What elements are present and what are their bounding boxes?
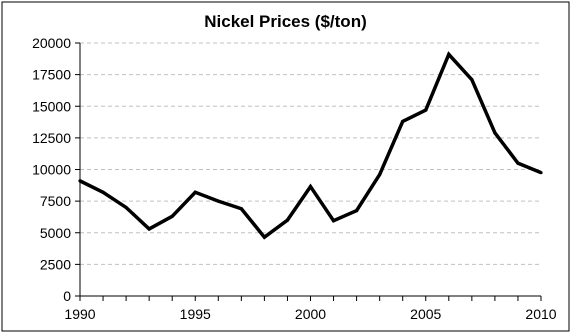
- data-point-2008: [493, 131, 497, 135]
- y-tick-label: 12500: [32, 130, 71, 146]
- x-tick-label: 2000: [295, 306, 326, 322]
- data-point-2007: [470, 78, 474, 82]
- data-point-1999: [285, 218, 290, 222]
- x-tick-label: 1990: [64, 306, 95, 322]
- y-tick-label: 10000: [32, 162, 71, 178]
- data-point-1996: [216, 199, 220, 203]
- data-point-2009: [516, 161, 520, 165]
- data-point-2006: [447, 52, 451, 56]
- data-point-2000: [308, 184, 313, 189]
- data-point-1998: [262, 235, 266, 239]
- data-point-2003: [378, 172, 382, 177]
- chart-title: Nickel Prices ($/ton): [204, 12, 367, 31]
- data-point-1990: [78, 179, 82, 183]
- y-tick-label: 7500: [40, 193, 71, 209]
- data-point-1995: [193, 190, 197, 194]
- data-point-2010: [539, 171, 543, 175]
- y-tick-label: 0: [63, 288, 71, 304]
- data-point-2002: [355, 209, 359, 213]
- data-point-2005: [424, 108, 428, 112]
- data-point-2004: [401, 119, 405, 124]
- x-tick-label: 1995: [180, 306, 211, 322]
- data-point-1992: [124, 205, 128, 210]
- y-tick-label: 15000: [32, 98, 71, 114]
- data-point-1993: [147, 227, 151, 231]
- axis-layer: 0 2500 5000 7500 10000 12500 15000 17500 20000 19…: [32, 35, 557, 322]
- x-tick-label: 2005: [410, 306, 441, 322]
- data-point-1991: [101, 190, 105, 194]
- data-point-2001: [331, 219, 336, 223]
- data-point-1994: [170, 214, 174, 218]
- y-tick-label: 17500: [32, 67, 71, 83]
- y-tick-label: 5000: [40, 225, 71, 241]
- series-layer: [78, 51, 543, 240]
- data-point-1997: [239, 207, 243, 211]
- y-tick-label: 20000: [32, 35, 71, 51]
- y-tick-label: 2500: [40, 256, 71, 272]
- x-tick-label: 2010: [525, 306, 556, 322]
